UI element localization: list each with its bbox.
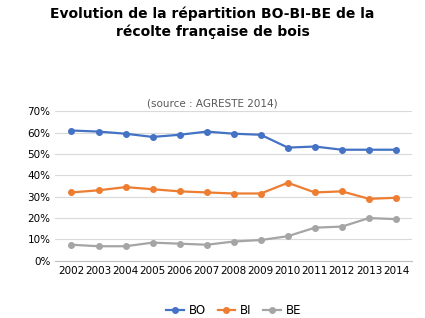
- BI: [231, 191, 236, 195]
- BE: [96, 244, 101, 248]
- BE: [285, 234, 290, 238]
- BO: [285, 146, 290, 149]
- BO: [96, 130, 101, 134]
- BE: [340, 225, 345, 229]
- BE: [123, 244, 128, 248]
- BE: [150, 241, 155, 245]
- Line: BE: BE: [69, 215, 399, 249]
- Text: Evolution de la répartition BO-BI-BE de la
récolte française de bois: Evolution de la répartition BO-BI-BE de …: [50, 6, 375, 39]
- BO: [150, 135, 155, 139]
- BI: [258, 191, 264, 195]
- BI: [150, 187, 155, 191]
- BE: [312, 226, 317, 230]
- BO: [366, 148, 371, 152]
- BI: [285, 181, 290, 185]
- BO: [340, 148, 345, 152]
- BE: [231, 240, 236, 244]
- BI: [340, 190, 345, 193]
- BE: [204, 243, 209, 247]
- BI: [123, 185, 128, 189]
- BO: [69, 128, 74, 132]
- BE: [394, 217, 399, 221]
- BE: [177, 242, 182, 245]
- BO: [258, 133, 264, 137]
- Text: (source : AGRESTE 2014): (source : AGRESTE 2014): [147, 99, 278, 108]
- Line: BO: BO: [69, 128, 399, 153]
- BO: [312, 145, 317, 149]
- BO: [123, 132, 128, 136]
- BI: [312, 190, 317, 194]
- BI: [394, 196, 399, 200]
- BE: [366, 216, 371, 220]
- BI: [96, 188, 101, 192]
- BE: [69, 243, 74, 247]
- BO: [394, 148, 399, 152]
- BI: [177, 190, 182, 193]
- Line: BI: BI: [69, 180, 399, 202]
- BI: [204, 190, 209, 194]
- BI: [69, 190, 74, 194]
- BE: [258, 238, 264, 242]
- BO: [177, 133, 182, 137]
- BI: [366, 197, 371, 201]
- BO: [204, 130, 209, 134]
- Legend: BO, BI, BE: BO, BI, BE: [162, 300, 306, 318]
- BO: [231, 132, 236, 136]
